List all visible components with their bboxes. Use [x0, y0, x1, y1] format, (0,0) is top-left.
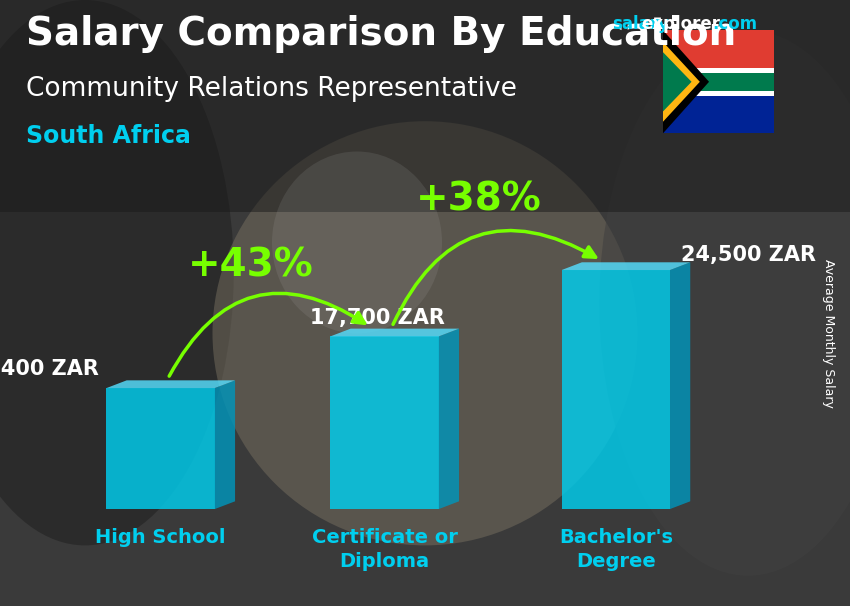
Text: Average Monthly Salary: Average Monthly Salary	[822, 259, 836, 408]
Polygon shape	[106, 381, 235, 388]
Polygon shape	[562, 262, 690, 270]
Bar	[663, 68, 774, 96]
Text: Community Relations Representative: Community Relations Representative	[26, 76, 516, 102]
Polygon shape	[562, 270, 670, 509]
Ellipse shape	[272, 152, 442, 333]
Bar	[663, 73, 774, 91]
Text: 12,400 ZAR: 12,400 ZAR	[0, 359, 99, 379]
Bar	[0, 0, 850, 212]
Text: 17,700 ZAR: 17,700 ZAR	[310, 308, 445, 328]
Polygon shape	[663, 42, 700, 122]
Polygon shape	[331, 336, 439, 509]
Polygon shape	[331, 328, 459, 336]
Text: salary: salary	[612, 15, 669, 33]
Polygon shape	[663, 30, 709, 133]
Text: +43%: +43%	[188, 247, 314, 284]
Polygon shape	[215, 381, 235, 509]
Text: South Africa: South Africa	[26, 124, 190, 148]
Polygon shape	[106, 388, 215, 509]
Ellipse shape	[0, 0, 234, 545]
Text: High School: High School	[95, 528, 226, 547]
Bar	[663, 96, 774, 133]
Text: +38%: +38%	[416, 180, 541, 218]
Text: 24,500 ZAR: 24,500 ZAR	[681, 245, 816, 265]
Polygon shape	[663, 52, 692, 112]
Ellipse shape	[599, 30, 850, 576]
Bar	[663, 30, 774, 68]
Text: Bachelor's
Degree: Bachelor's Degree	[558, 528, 673, 571]
Polygon shape	[670, 262, 690, 509]
Text: Salary Comparison By Education: Salary Comparison By Education	[26, 15, 736, 53]
Text: Certificate or
Diploma: Certificate or Diploma	[312, 528, 457, 571]
Text: .com: .com	[712, 15, 757, 33]
Text: explorer: explorer	[642, 15, 721, 33]
Ellipse shape	[212, 121, 638, 545]
Polygon shape	[439, 328, 459, 509]
